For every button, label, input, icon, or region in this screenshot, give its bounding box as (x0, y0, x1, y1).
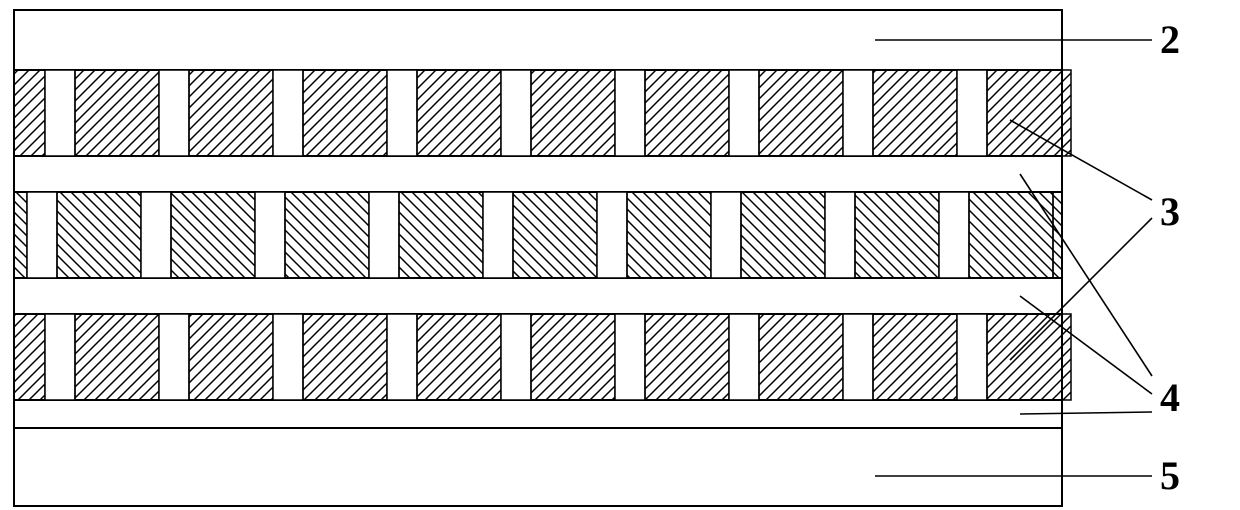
callout-label-2: 2 (1160, 16, 1180, 63)
callout-label-3: 3 (1160, 188, 1180, 235)
diagram-svg (0, 0, 1240, 510)
callout-label-4: 4 (1160, 374, 1180, 421)
diagram-stage: 2 3 4 5 (0, 0, 1240, 510)
callout-label-5: 5 (1160, 452, 1180, 499)
